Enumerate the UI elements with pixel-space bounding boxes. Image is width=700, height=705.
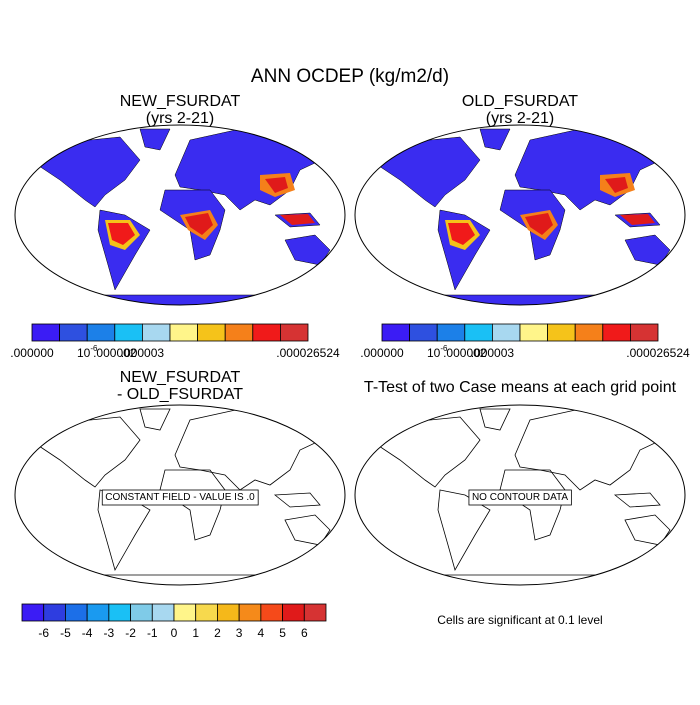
colorbar-label: .000026524 [276,346,340,360]
colorbar-box [173,603,197,622]
colorbar-label: 2 [214,626,221,640]
colorbar-label: 10-6 [427,344,448,360]
colorbar-label: -5 [60,626,71,640]
colorbar-box [59,323,88,342]
colorbar-box [252,323,281,342]
colorbar-label: 5 [279,626,286,640]
panel-title: T-Test of two Case means at each grid po… [364,379,677,396]
panel-title: NEW_FSURDAT [120,369,241,386]
note-box [101,489,259,506]
colorbar-box [464,323,493,342]
label-exponent: -6 [440,344,448,353]
colorbar-box [574,323,604,342]
colorbar-box [491,323,521,342]
label-exponent: -6 [90,344,98,353]
colorbar-box [260,603,283,622]
map-content [29,128,333,305]
map [14,404,346,586]
colorbar-label: 10-6 [77,344,98,360]
colorbar-label: 0 [171,626,178,640]
note-box [468,489,572,506]
colorbar-label: .000002 [93,346,137,360]
panel-title: NEW_FSURDAT [120,93,241,110]
colorbar-box [436,323,466,342]
colorbar-box [238,603,262,622]
colorbar-label: .000002 [443,346,487,360]
colorbar-box [630,323,659,342]
colorbar-box [141,323,171,342]
colorbar-box [86,323,116,342]
colorbar-box [21,603,45,622]
colorbar-box [381,323,411,342]
colorbar-box [108,603,131,622]
colorbar-box [114,323,143,342]
map [354,404,686,586]
colorbar-box [282,603,305,622]
colorbar-label: .000000 [10,346,54,360]
colorbar-label: -2 [125,626,136,640]
map-content [369,128,673,305]
map-border [354,124,686,306]
colorbar-box [43,603,66,622]
figure-title: ANN OCDEP (kg/m2/d) [251,66,449,87]
footnote: Cells are significant at 0.1 level [437,613,602,627]
colorbar-box [130,603,153,622]
colorbar-box [65,603,88,622]
panel-title: - OLD_FSURDAT [117,386,243,403]
colorbar-box [279,323,309,342]
colorbar-box [169,323,199,342]
colorbar-box [409,323,438,342]
colorbar-box [224,323,254,342]
colorbar-label: .000003 [121,346,165,360]
map-border [354,404,686,586]
colorbar-box [195,603,218,622]
map-border [14,404,346,586]
map [354,124,686,306]
map-note: NO CONTOUR DATA [472,492,568,503]
panel-title: (yrs 2-21) [486,110,554,127]
map-border [14,124,346,306]
colorbar-box [197,323,226,342]
colorbar-label: .000026524 [626,346,690,360]
colorbar-label: -4 [82,626,93,640]
colorbar-label: 6 [301,626,308,640]
colorbar-label: .000000 [360,346,404,360]
map [14,124,346,306]
colorbar-box [303,603,327,622]
panel-title: (yrs 2-21) [146,110,214,127]
colorbar-label: 3 [236,626,243,640]
colorbar-label: -6 [38,626,49,640]
panel-title: OLD_FSURDAT [462,93,578,110]
colorbar-box [31,323,61,342]
label-base: 10 [77,346,91,360]
map-note: CONSTANT FIELD - VALUE IS .0 [105,492,255,503]
colorbar-label: -3 [104,626,115,640]
colorbar-box [86,603,110,622]
colorbar-box [519,323,549,342]
colorbar-label: 1 [192,626,199,640]
colorbar-label: -1 [147,626,158,640]
colorbar-box [151,603,175,622]
colorbar-box [602,323,631,342]
colorbar-box [217,603,240,622]
colorbar-label: .000003 [471,346,515,360]
colorbar-box [547,323,576,342]
label-base: 10 [427,346,441,360]
colorbar-label: 4 [258,626,265,640]
